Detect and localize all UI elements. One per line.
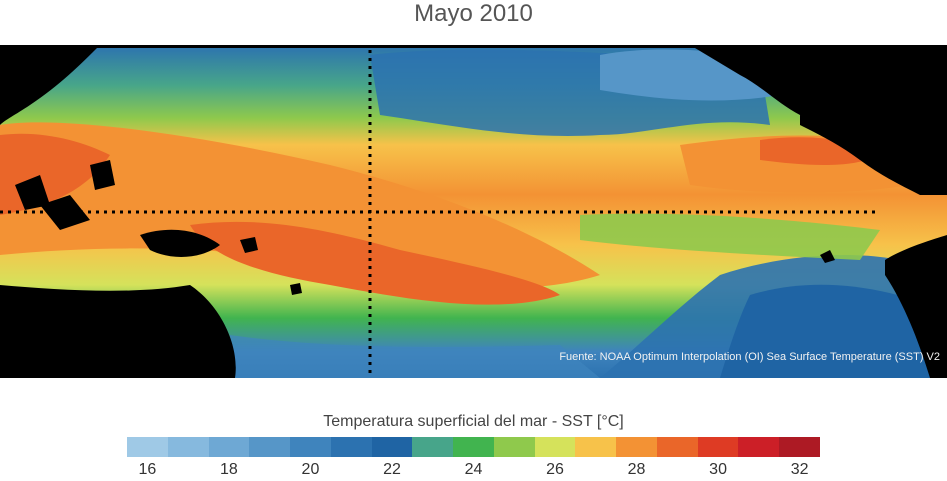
colorbar-segment [616,437,657,457]
colorbar-tick-label: 18 [220,461,238,478]
colorbar-title: Temperatura superficial del mar - SST [°… [323,413,624,430]
colorbar-segment [697,437,739,457]
colorbar-tick-label: 26 [546,461,564,478]
colorbar-segment [779,437,821,457]
colorbar-segment [127,437,168,457]
colorbar-tick-label: 24 [464,461,483,478]
colorbar-segment [453,437,494,457]
landmasses [0,45,947,378]
colorbar-segment [371,437,413,457]
colorbar-tick-label: 32 [790,461,809,478]
colorbar-tick-label: 30 [709,461,727,478]
colorbar-ticks: 16 18 20 22 24 26 28 30 32 [127,461,820,481]
colorbar-segment [738,437,780,457]
colorbar-segment [534,437,576,457]
south-america-landmass [885,235,947,378]
colorbar-segment [290,437,331,457]
colorbar-segment [493,437,535,457]
source-credit: Fuente: NOAA Optimum Interpolation (OI) … [559,351,940,363]
sst-map: Fuente: NOAA Optimum Interpolation (OI) … [0,45,947,378]
colorbar [127,437,821,457]
colorbar-tick-label: 22 [383,461,401,478]
colorbar-segment [412,437,454,457]
colorbar-tick-label: 28 [627,461,646,478]
map-title: Mayo 2010 [414,0,533,27]
colorbar-segment [249,437,291,457]
asia-landmass [0,45,100,125]
colorbar-segment [330,437,372,457]
colorbar-tick-label: 20 [301,461,320,478]
colorbar-tick-label: 16 [138,461,157,478]
colorbar-segment [167,437,209,457]
colorbar-segment [656,437,698,457]
colorbar-segment [575,437,617,457]
australia-landmass [0,285,236,378]
colorbar-segment [208,437,250,457]
